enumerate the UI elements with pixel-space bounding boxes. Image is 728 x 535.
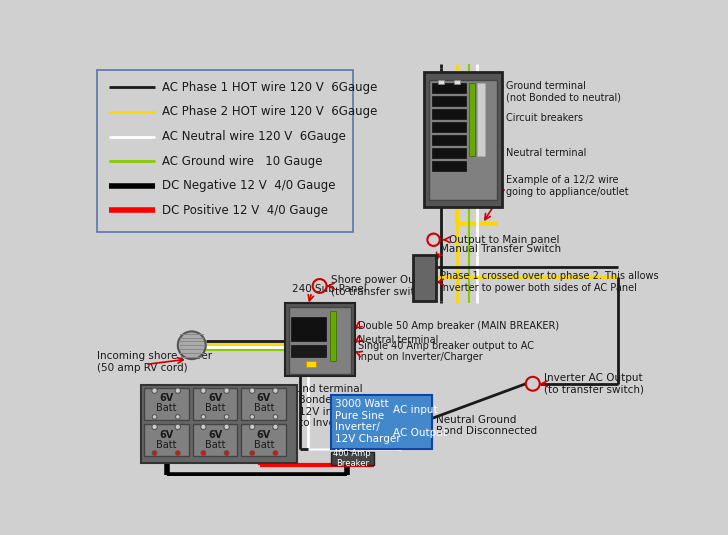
- Text: Example of a 12/2 wire
going to appliance/outlet: Example of a 12/2 wire going to applianc…: [506, 175, 628, 197]
- Circle shape: [201, 451, 206, 455]
- FancyBboxPatch shape: [98, 71, 353, 232]
- FancyBboxPatch shape: [424, 72, 502, 207]
- FancyBboxPatch shape: [432, 109, 466, 119]
- FancyBboxPatch shape: [432, 83, 466, 93]
- Text: 12V input
to Inverter: 12V input to Inverter: [298, 407, 354, 429]
- Circle shape: [273, 388, 278, 393]
- FancyBboxPatch shape: [288, 307, 351, 374]
- Circle shape: [175, 451, 180, 455]
- FancyBboxPatch shape: [477, 83, 485, 156]
- Circle shape: [224, 424, 229, 430]
- Text: Manual Transfer Switch: Manual Transfer Switch: [440, 244, 561, 254]
- FancyBboxPatch shape: [330, 311, 336, 361]
- Circle shape: [175, 388, 181, 393]
- Text: 6V: 6V: [159, 430, 173, 440]
- FancyBboxPatch shape: [141, 385, 297, 463]
- Text: AC Phase 2 HOT wire 120 V  6Gauge: AC Phase 2 HOT wire 120 V 6Gauge: [162, 105, 377, 118]
- Circle shape: [201, 424, 206, 430]
- Circle shape: [152, 451, 157, 455]
- FancyBboxPatch shape: [331, 395, 432, 449]
- FancyBboxPatch shape: [432, 135, 466, 145]
- Text: Single 40 Amp breaker output to AC
input on Inverter/Charger: Single 40 Amp breaker output to AC input…: [358, 341, 534, 362]
- FancyBboxPatch shape: [143, 387, 189, 420]
- Text: Incoming shore Power
(50 amp RV cord): Incoming shore Power (50 amp RV cord): [98, 351, 213, 373]
- Text: AC Neutral wire 120 V  6Gauge: AC Neutral wire 120 V 6Gauge: [162, 130, 345, 143]
- Text: 6V: 6V: [208, 393, 222, 403]
- Text: AC Phase 1 HOT wire 120 V  6Gauge: AC Phase 1 HOT wire 120 V 6Gauge: [162, 81, 377, 94]
- Text: Batt: Batt: [156, 440, 176, 449]
- Text: Batt: Batt: [156, 403, 176, 414]
- Text: 6V: 6V: [208, 430, 222, 440]
- FancyBboxPatch shape: [454, 80, 460, 84]
- Text: 240 Sub-Panel: 240 Sub-Panel: [293, 284, 367, 294]
- Circle shape: [250, 388, 255, 393]
- Circle shape: [250, 451, 255, 455]
- Text: 6V: 6V: [159, 393, 173, 403]
- Circle shape: [250, 424, 255, 430]
- Text: Phase 1 crossed over to phase 2. This allows
inverter to power both sides of AC : Phase 1 crossed over to phase 2. This al…: [440, 271, 658, 293]
- FancyBboxPatch shape: [143, 424, 189, 456]
- Circle shape: [224, 388, 229, 393]
- Circle shape: [224, 451, 229, 455]
- Text: Batt: Batt: [253, 440, 274, 449]
- FancyBboxPatch shape: [291, 345, 326, 357]
- FancyBboxPatch shape: [242, 387, 286, 420]
- Text: AC input: AC input: [393, 404, 438, 415]
- Text: Double 50 Amp breaker (MAIN BREAKER): Double 50 Amp breaker (MAIN BREAKER): [358, 321, 560, 331]
- Text: Ground terminal
Not Bonded to Neutral: Ground terminal Not Bonded to Neutral: [277, 384, 394, 406]
- Text: 3000 Watt
Pure Sine
Inverter/
12V Charger: 3000 Watt Pure Sine Inverter/ 12V Charge…: [335, 399, 400, 444]
- Circle shape: [152, 424, 157, 430]
- Circle shape: [175, 415, 180, 419]
- Text: Output to Main panel: Output to Main panel: [449, 235, 560, 244]
- FancyBboxPatch shape: [429, 80, 497, 201]
- Text: Ground terminal
(not Bonded to neutral): Ground terminal (not Bonded to neutral): [506, 81, 621, 103]
- Circle shape: [201, 388, 206, 393]
- Text: Batt: Batt: [253, 403, 274, 414]
- FancyBboxPatch shape: [470, 83, 475, 156]
- Text: Neutral terminal: Neutral terminal: [506, 148, 586, 158]
- Circle shape: [250, 415, 255, 419]
- Text: Neutral Ground
Bond Disconnected: Neutral Ground Bond Disconnected: [436, 415, 537, 436]
- Text: Circuit breakers: Circuit breakers: [506, 113, 582, 123]
- Circle shape: [152, 388, 157, 393]
- FancyBboxPatch shape: [438, 80, 444, 84]
- FancyBboxPatch shape: [413, 255, 436, 301]
- FancyBboxPatch shape: [192, 387, 237, 420]
- FancyBboxPatch shape: [242, 424, 286, 456]
- Text: AC Output: AC Output: [393, 427, 447, 438]
- Circle shape: [175, 424, 181, 430]
- FancyBboxPatch shape: [432, 96, 466, 106]
- Text: DC Positive 12 V  4/0 Gauge: DC Positive 12 V 4/0 Gauge: [162, 204, 328, 217]
- FancyBboxPatch shape: [432, 122, 466, 132]
- Text: AC Ground wire   10 Gauge: AC Ground wire 10 Gauge: [162, 155, 322, 167]
- Circle shape: [178, 331, 206, 359]
- Text: Neutral terminal: Neutral terminal: [358, 335, 439, 345]
- FancyBboxPatch shape: [192, 424, 237, 456]
- Circle shape: [273, 451, 278, 455]
- Text: Inverter AC Output
(to transfer switch): Inverter AC Output (to transfer switch): [545, 373, 644, 394]
- Circle shape: [273, 415, 278, 419]
- Text: DC Negative 12 V  4/0 Gauge: DC Negative 12 V 4/0 Gauge: [162, 179, 335, 193]
- Text: 6V: 6V: [257, 430, 271, 440]
- Circle shape: [152, 415, 157, 419]
- Text: 6V: 6V: [257, 393, 271, 403]
- FancyBboxPatch shape: [432, 161, 466, 171]
- FancyBboxPatch shape: [291, 317, 326, 341]
- Text: 400 Amp
Breaker: 400 Amp Breaker: [333, 449, 371, 468]
- FancyBboxPatch shape: [306, 361, 316, 367]
- Text: Batt: Batt: [205, 440, 225, 449]
- Circle shape: [273, 424, 278, 430]
- Circle shape: [201, 415, 206, 419]
- FancyBboxPatch shape: [432, 148, 466, 158]
- Circle shape: [224, 415, 229, 419]
- Text: Batt: Batt: [205, 403, 225, 414]
- Text: Shore power Output
(to transfer switch): Shore power Output (to transfer switch): [331, 275, 437, 297]
- FancyBboxPatch shape: [331, 452, 374, 465]
- FancyBboxPatch shape: [285, 303, 355, 376]
